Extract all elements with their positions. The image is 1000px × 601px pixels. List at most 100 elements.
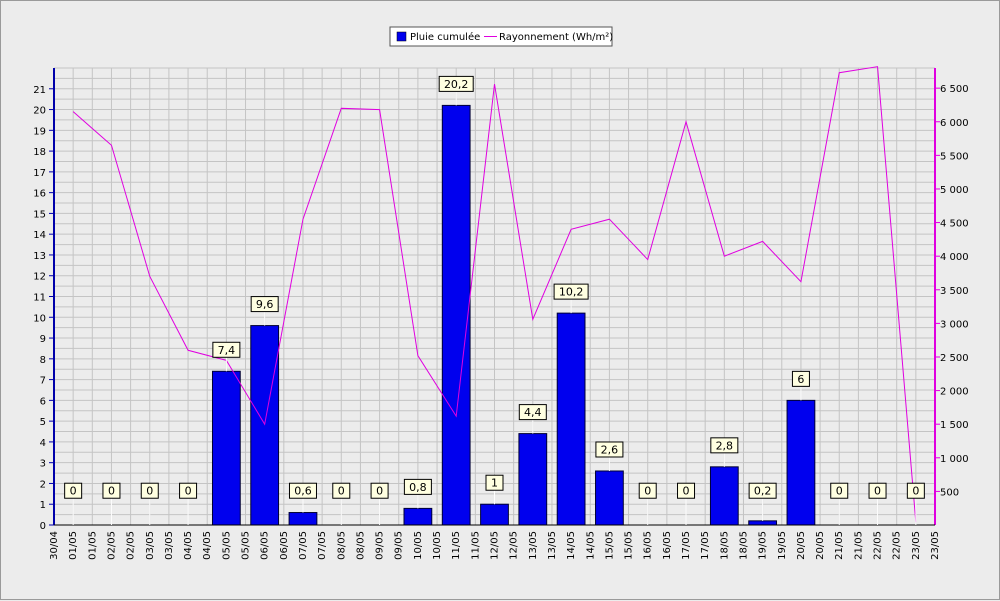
data-label: 10,2 bbox=[559, 286, 584, 299]
grid bbox=[53, 67, 936, 526]
x-tick-label: 23/05 bbox=[930, 531, 941, 560]
x-tick-label: 19/05 bbox=[758, 531, 769, 560]
x-tick-label: 16/05 bbox=[643, 531, 654, 560]
data-label: 6 bbox=[797, 373, 804, 386]
data-label-box bbox=[438, 75, 474, 92]
data-label-box bbox=[677, 482, 696, 499]
data-label-box bbox=[250, 296, 279, 313]
y-left-tick-label: 13 bbox=[33, 251, 46, 262]
x-tick-label: 22/05 bbox=[873, 531, 884, 560]
data-label: 0 bbox=[146, 485, 153, 498]
y-left-tick-label: 21 bbox=[33, 85, 46, 96]
bar bbox=[556, 312, 586, 526]
data-label: 0 bbox=[644, 485, 651, 498]
data-label-box bbox=[595, 441, 624, 458]
x-tick-label: 14/05 bbox=[585, 531, 596, 560]
x-tick-label: 10/05 bbox=[413, 531, 424, 560]
y-left-tick-label: 19 bbox=[33, 126, 46, 137]
x-tick-label: 21/05 bbox=[853, 531, 864, 560]
bar bbox=[518, 433, 548, 526]
y-left-tick-label: 10 bbox=[33, 313, 46, 324]
y-right-tick-labels: 500 1 000 1 500 2 000 2 500 3 000 3 500 4 000 4 … bbox=[935, 84, 969, 498]
x-tick-label: 05/05 bbox=[221, 531, 232, 560]
y-right-tick-label: 3 500 bbox=[940, 286, 969, 297]
x-tick-label: 03/05 bbox=[145, 531, 156, 560]
x-tick-label: 01/05 bbox=[68, 531, 79, 560]
y-left-tick-label: 15 bbox=[33, 209, 46, 220]
x-tick-label: 13/05 bbox=[528, 531, 539, 560]
y-left-tick-label: 14 bbox=[33, 230, 46, 241]
y-left-tick-label: 5 bbox=[40, 417, 46, 428]
y-right-tick-label: 6 500 bbox=[940, 84, 969, 95]
x-tick-label: 18/05 bbox=[719, 531, 730, 560]
bar bbox=[480, 503, 509, 526]
data-label-box bbox=[906, 482, 925, 499]
x-tick-label: 09/05 bbox=[394, 531, 405, 560]
data-label: 0 bbox=[874, 485, 881, 498]
x-tick-label: 10/05 bbox=[432, 531, 443, 560]
y-left-tick-label: 2 bbox=[40, 479, 46, 490]
y-right-tick-label: 4 000 bbox=[940, 252, 969, 263]
y-right-tick-label: 6 000 bbox=[940, 118, 969, 129]
data-label-box bbox=[791, 370, 810, 387]
data-label-box bbox=[140, 482, 159, 499]
legend-label-rain: Pluie cumulée bbox=[410, 31, 480, 43]
y-left-tick-label: 4 bbox=[40, 438, 46, 449]
x-tick-label: 20/05 bbox=[796, 531, 807, 560]
data-label-box bbox=[102, 482, 121, 499]
x-tick-label: 14/05 bbox=[566, 531, 577, 560]
bar bbox=[211, 370, 241, 526]
x-tick-label: 07/05 bbox=[298, 531, 309, 560]
data-label: 0,2 bbox=[754, 485, 772, 498]
x-tick-labels: 30/04 01/05 01/05 02/05 02/05 03/05 03/05 04/05… bbox=[49, 531, 941, 560]
bar bbox=[748, 520, 778, 526]
data-label-box bbox=[748, 482, 777, 499]
data-label: 4,4 bbox=[524, 406, 542, 419]
data-label-box bbox=[179, 482, 198, 499]
x-tick-label: 08/05 bbox=[355, 531, 366, 560]
y-right-tick-label: 5 000 bbox=[940, 185, 969, 196]
data-label: 0 bbox=[912, 485, 919, 498]
y-right-tick-label: 500 bbox=[940, 487, 959, 498]
x-tick-label: 21/05 bbox=[834, 531, 845, 560]
bar bbox=[403, 507, 433, 526]
x-tick-label: 01/05 bbox=[87, 531, 98, 560]
x-tick-label: 15/05 bbox=[604, 531, 615, 560]
x-tick-label: 30/04 bbox=[49, 531, 60, 560]
x-tick-label: 04/05 bbox=[183, 531, 194, 560]
y-left-tick-label: 9 bbox=[40, 334, 46, 345]
y-left-tick-label: 20 bbox=[33, 106, 46, 117]
y-right-tick-label: 4 500 bbox=[940, 219, 969, 230]
data-label: 0,6 bbox=[294, 485, 312, 498]
x-tick-label: 15/05 bbox=[624, 531, 635, 560]
x-tick-label: 19/05 bbox=[777, 531, 788, 560]
x-tick-label: 06/05 bbox=[260, 531, 271, 560]
bar bbox=[288, 512, 318, 526]
x-tick-label: 13/05 bbox=[547, 531, 558, 560]
x-tick-label: 18/05 bbox=[738, 531, 749, 560]
data-label: 1 bbox=[491, 477, 498, 490]
data-label: 0,8 bbox=[409, 481, 427, 494]
x-tick-label: 22/05 bbox=[892, 531, 903, 560]
data-label-box bbox=[868, 482, 887, 499]
data-label-box bbox=[485, 474, 504, 491]
y-left-tick-label: 1 bbox=[40, 500, 46, 511]
data-label: 0 bbox=[683, 485, 690, 498]
bar bbox=[250, 325, 280, 526]
x-tick-label: 06/05 bbox=[279, 531, 290, 560]
data-label-box bbox=[403, 478, 432, 495]
bar bbox=[595, 470, 624, 526]
data-label: 0 bbox=[376, 485, 383, 498]
y-left-tick-label: 12 bbox=[33, 272, 46, 283]
x-tick-label: 12/05 bbox=[509, 531, 520, 560]
data-label: 9,6 bbox=[256, 298, 274, 311]
legend-box bbox=[389, 26, 613, 47]
legend: Pluie cumulée Rayonnement (Wh/m²) bbox=[389, 26, 613, 47]
x-tick-label: 17/05 bbox=[700, 531, 711, 560]
data-labels: 0 0 0 0 7,4 9,6 0,6 0 0 0,8 20,2 1 4,4 10,2 2,6 0 0 2,8 0,… bbox=[64, 75, 925, 525]
data-label: 0 bbox=[70, 485, 77, 498]
y-right-tick-label: 2 000 bbox=[940, 387, 969, 398]
